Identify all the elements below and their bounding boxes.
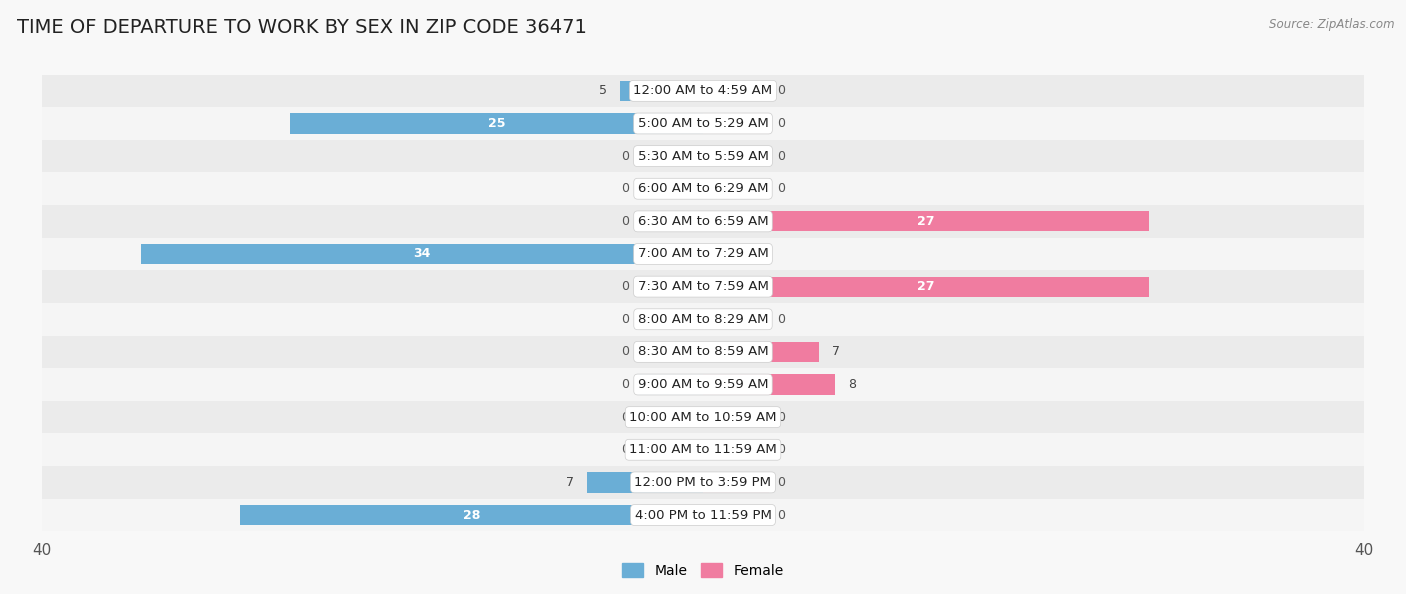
- Bar: [637, 342, 703, 362]
- Text: 4:00 PM to 11:59 PM: 4:00 PM to 11:59 PM: [634, 508, 772, 522]
- Text: 5:00 AM to 5:29 AM: 5:00 AM to 5:29 AM: [638, 117, 768, 130]
- Bar: [703, 342, 818, 362]
- Bar: [703, 505, 769, 525]
- Text: 0: 0: [778, 313, 786, 326]
- Bar: [42, 172, 1364, 205]
- Bar: [42, 238, 1364, 270]
- Text: 0: 0: [620, 182, 628, 195]
- Text: 27: 27: [917, 215, 935, 228]
- Bar: [703, 440, 769, 460]
- Text: 12:00 PM to 3:59 PM: 12:00 PM to 3:59 PM: [634, 476, 772, 489]
- Bar: [637, 179, 703, 199]
- Bar: [42, 205, 1364, 238]
- Text: 2: 2: [749, 248, 758, 261]
- Bar: [42, 74, 1364, 107]
- Text: 0: 0: [778, 84, 786, 97]
- Text: TIME OF DEPARTURE TO WORK BY SEX IN ZIP CODE 36471: TIME OF DEPARTURE TO WORK BY SEX IN ZIP …: [17, 18, 586, 37]
- Bar: [703, 211, 1149, 232]
- Text: 0: 0: [620, 410, 628, 424]
- Bar: [42, 336, 1364, 368]
- Text: 5: 5: [599, 84, 607, 97]
- Text: 0: 0: [778, 476, 786, 489]
- Text: 6:30 AM to 6:59 AM: 6:30 AM to 6:59 AM: [638, 215, 768, 228]
- Text: 28: 28: [463, 508, 481, 522]
- Text: 7: 7: [567, 476, 574, 489]
- Text: 11:00 AM to 11:59 AM: 11:00 AM to 11:59 AM: [628, 443, 778, 456]
- Bar: [703, 374, 835, 394]
- Text: 0: 0: [778, 410, 786, 424]
- Bar: [42, 107, 1364, 140]
- Text: 25: 25: [488, 117, 505, 130]
- Text: 0: 0: [620, 313, 628, 326]
- Text: 6:00 AM to 6:29 AM: 6:00 AM to 6:29 AM: [638, 182, 768, 195]
- Bar: [42, 499, 1364, 532]
- Bar: [42, 368, 1364, 401]
- Text: 8:00 AM to 8:29 AM: 8:00 AM to 8:29 AM: [638, 313, 768, 326]
- Text: 0: 0: [620, 345, 628, 358]
- Text: 7:30 AM to 7:59 AM: 7:30 AM to 7:59 AM: [637, 280, 769, 293]
- Text: 8:30 AM to 8:59 AM: 8:30 AM to 8:59 AM: [638, 345, 768, 358]
- Text: 0: 0: [778, 150, 786, 163]
- Bar: [637, 309, 703, 329]
- Bar: [703, 179, 769, 199]
- Text: 7:00 AM to 7:29 AM: 7:00 AM to 7:29 AM: [638, 248, 768, 261]
- Text: 8: 8: [848, 378, 856, 391]
- Bar: [703, 472, 769, 492]
- Text: 0: 0: [778, 443, 786, 456]
- Bar: [637, 211, 703, 232]
- Text: Source: ZipAtlas.com: Source: ZipAtlas.com: [1270, 18, 1395, 31]
- Bar: [637, 146, 703, 166]
- Text: 9:00 AM to 9:59 AM: 9:00 AM to 9:59 AM: [638, 378, 768, 391]
- Bar: [141, 244, 703, 264]
- Legend: Male, Female: Male, Female: [617, 557, 789, 583]
- Bar: [637, 407, 703, 427]
- Bar: [588, 472, 703, 492]
- Text: 34: 34: [413, 248, 430, 261]
- Text: 27: 27: [917, 280, 935, 293]
- Text: 0: 0: [778, 117, 786, 130]
- Bar: [290, 113, 703, 134]
- Text: 0: 0: [620, 443, 628, 456]
- Bar: [703, 146, 769, 166]
- Bar: [42, 466, 1364, 499]
- Bar: [703, 81, 769, 101]
- Bar: [42, 270, 1364, 303]
- Text: 12:00 AM to 4:59 AM: 12:00 AM to 4:59 AM: [634, 84, 772, 97]
- Bar: [703, 244, 737, 264]
- Text: 0: 0: [620, 150, 628, 163]
- Text: 0: 0: [620, 215, 628, 228]
- Bar: [703, 113, 769, 134]
- Bar: [703, 277, 1149, 297]
- Bar: [637, 440, 703, 460]
- Text: 0: 0: [620, 280, 628, 293]
- Bar: [240, 505, 703, 525]
- Bar: [637, 277, 703, 297]
- Bar: [42, 140, 1364, 172]
- Bar: [703, 407, 769, 427]
- Bar: [42, 303, 1364, 336]
- Bar: [637, 374, 703, 394]
- Text: 0: 0: [620, 378, 628, 391]
- Bar: [620, 81, 703, 101]
- Text: 7: 7: [832, 345, 839, 358]
- Bar: [42, 434, 1364, 466]
- Text: 0: 0: [778, 508, 786, 522]
- Text: 10:00 AM to 10:59 AM: 10:00 AM to 10:59 AM: [630, 410, 776, 424]
- Bar: [703, 309, 769, 329]
- Bar: [42, 401, 1364, 434]
- Text: 0: 0: [778, 182, 786, 195]
- Text: 5:30 AM to 5:59 AM: 5:30 AM to 5:59 AM: [637, 150, 769, 163]
